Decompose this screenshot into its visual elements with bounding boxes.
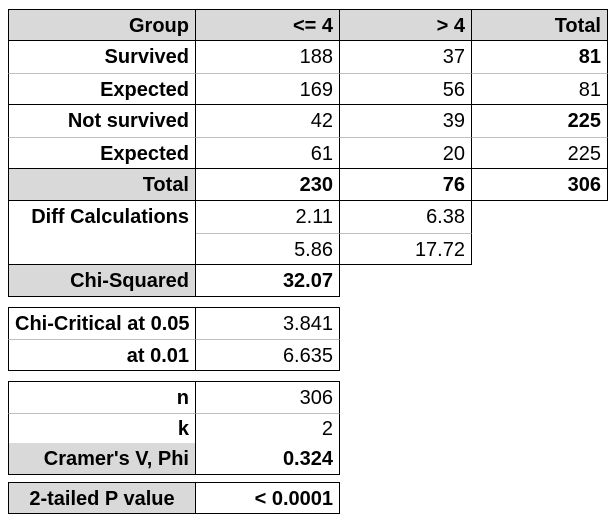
cell-total-le4[interactable]: 230 [196,169,340,201]
cell-not-survived-expected-le4[interactable]: 61 [196,137,340,169]
cell-not-survived-expected-total[interactable]: 225 [472,137,608,169]
chi-critical-01-value[interactable]: 6.635 [196,339,340,371]
cell-survived-total[interactable]: 81 [472,41,608,73]
k-label[interactable]: k [8,413,196,443]
header-gt4[interactable]: > 4 [340,9,472,41]
diff-calculations-label[interactable]: Diff Calculations [8,201,196,265]
chi-critical-05-label[interactable]: Chi-Critical at 0.05 [8,307,196,339]
cell-diff-1-le4[interactable]: 2.11 [196,201,340,233]
row-label-survived[interactable]: Survived [8,41,196,73]
cell-survived-expected-total[interactable]: 81 [472,73,608,105]
cell-total-total[interactable]: 306 [472,169,608,201]
row-label-survived-expected[interactable]: Expected [8,73,196,105]
cell-not-survived-gt4[interactable]: 39 [340,105,472,137]
n-value[interactable]: 306 [196,381,340,413]
cell-survived-expected-gt4[interactable]: 56 [340,73,472,105]
row-label-not-survived[interactable]: Not survived [8,105,196,137]
k-value[interactable]: 2 [196,413,340,443]
cell-survived-gt4[interactable]: 37 [340,41,472,73]
header-group[interactable]: Group [8,9,196,41]
cell-not-survived-total[interactable]: 225 [472,105,608,137]
cell-not-survived-expected-gt4[interactable]: 20 [340,137,472,169]
cell-total-gt4[interactable]: 76 [340,169,472,201]
cramers-v-label[interactable]: Cramer's V, Phi [8,443,196,475]
p-value-value[interactable]: < 0.0001 [196,482,340,514]
cell-diff-2-le4[interactable]: 5.86 [196,233,340,265]
p-value-label[interactable]: 2-tailed P value [8,482,196,514]
header-total[interactable]: Total [472,9,608,41]
header-le4[interactable]: <= 4 [196,9,340,41]
cell-diff-1-gt4[interactable]: 6.38 [340,201,472,233]
cell-diff-2-gt4[interactable]: 17.72 [340,233,472,265]
chi-critical-01-label[interactable]: at 0.01 [8,339,196,371]
cramers-v-value[interactable]: 0.324 [196,443,340,475]
cell-survived-expected-le4[interactable]: 169 [196,73,340,105]
chi-squared-value[interactable]: 32.07 [196,265,340,297]
row-label-not-survived-expected[interactable]: Expected [8,137,196,169]
cell-survived-le4[interactable]: 188 [196,41,340,73]
row-label-total[interactable]: Total [8,169,196,201]
n-label[interactable]: n [8,381,196,413]
chi-squared-label[interactable]: Chi-Squared [8,265,196,297]
chi-critical-05-value[interactable]: 3.841 [196,307,340,339]
cell-not-survived-le4[interactable]: 42 [196,105,340,137]
